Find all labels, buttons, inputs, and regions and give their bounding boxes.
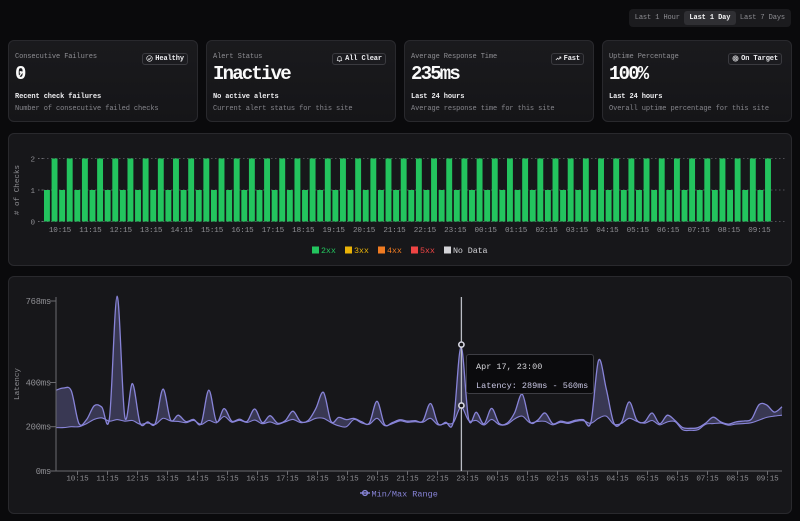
svg-text:01:15: 01:15 <box>516 476 539 484</box>
svg-text:06:15: 06:15 <box>657 227 680 235</box>
svg-text:2xx: 2xx <box>321 246 336 256</box>
svg-text:19:15: 19:15 <box>336 476 359 484</box>
svg-text:16:15: 16:15 <box>231 227 254 235</box>
svg-text:14:15: 14:15 <box>170 227 193 235</box>
svg-text:07:15: 07:15 <box>696 476 719 484</box>
svg-text:18:15: 18:15 <box>292 227 315 235</box>
svg-text:20:15: 20:15 <box>366 476 389 484</box>
svg-text:14:15: 14:15 <box>186 476 209 484</box>
svg-text:07:15: 07:15 <box>687 227 710 235</box>
svg-text:00:15: 00:15 <box>475 227 498 235</box>
svg-text:20:15: 20:15 <box>353 227 376 235</box>
svg-text:Min/Max Range: Min/Max Range <box>372 490 438 500</box>
svg-text:3xx: 3xx <box>354 246 369 256</box>
svg-text:06:15: 06:15 <box>666 476 689 484</box>
svg-text:00:15: 00:15 <box>486 476 509 484</box>
svg-text:19:15: 19:15 <box>323 227 346 235</box>
svg-text:16:15: 16:15 <box>246 476 269 484</box>
svg-text:21:15: 21:15 <box>396 476 419 484</box>
svg-text:768ms: 768ms <box>26 297 51 307</box>
svg-text:22:15: 22:15 <box>426 476 449 484</box>
svg-text:10:15: 10:15 <box>49 227 72 235</box>
svg-text:03:15: 03:15 <box>576 476 599 484</box>
svg-text:02:15: 02:15 <box>546 476 569 484</box>
svg-text:200ms: 200ms <box>26 423 51 433</box>
svg-text:02:15: 02:15 <box>535 227 558 235</box>
svg-text:0: 0 <box>30 219 35 227</box>
svg-text:17:15: 17:15 <box>276 476 299 484</box>
svg-text:23:15: 23:15 <box>456 476 479 484</box>
svg-text:400ms: 400ms <box>26 379 51 389</box>
svg-text:17:15: 17:15 <box>262 227 285 235</box>
svg-text:09:15: 09:15 <box>756 476 779 484</box>
svg-text:2: 2 <box>30 156 35 164</box>
svg-text:4xx: 4xx <box>387 246 402 256</box>
svg-text:5xx: 5xx <box>420 246 435 256</box>
svg-text:21:15: 21:15 <box>383 227 406 235</box>
svg-text:15:15: 15:15 <box>201 227 224 235</box>
svg-text:13:15: 13:15 <box>156 476 179 484</box>
svg-text:No Data: No Data <box>453 246 488 256</box>
svg-text:12:15: 12:15 <box>110 227 133 235</box>
svg-text:12:15: 12:15 <box>126 476 149 484</box>
svg-text:05:15: 05:15 <box>636 476 659 484</box>
svg-text:11:15: 11:15 <box>79 227 102 235</box>
svg-text:13:15: 13:15 <box>140 227 163 235</box>
svg-text:03:15: 03:15 <box>566 227 589 235</box>
svg-text:08:15: 08:15 <box>726 476 749 484</box>
svg-text:01:15: 01:15 <box>505 227 528 235</box>
svg-text:11:15: 11:15 <box>96 476 119 484</box>
svg-text:18:15: 18:15 <box>306 476 329 484</box>
svg-text:# of Checks: # of Checks <box>14 165 22 215</box>
svg-text:23:15: 23:15 <box>444 227 467 235</box>
svg-text:04:15: 04:15 <box>596 227 619 235</box>
svg-text:10:15: 10:15 <box>66 476 89 484</box>
svg-text:Latency: Latency <box>14 368 22 400</box>
svg-text:09:15: 09:15 <box>748 227 771 235</box>
svg-text:05:15: 05:15 <box>627 227 650 235</box>
svg-text:08:15: 08:15 <box>718 227 741 235</box>
svg-text:22:15: 22:15 <box>414 227 437 235</box>
svg-text:0ms: 0ms <box>36 467 51 477</box>
svg-text:1: 1 <box>30 188 35 196</box>
svg-text:04:15: 04:15 <box>606 476 629 484</box>
svg-text:15:15: 15:15 <box>216 476 239 484</box>
